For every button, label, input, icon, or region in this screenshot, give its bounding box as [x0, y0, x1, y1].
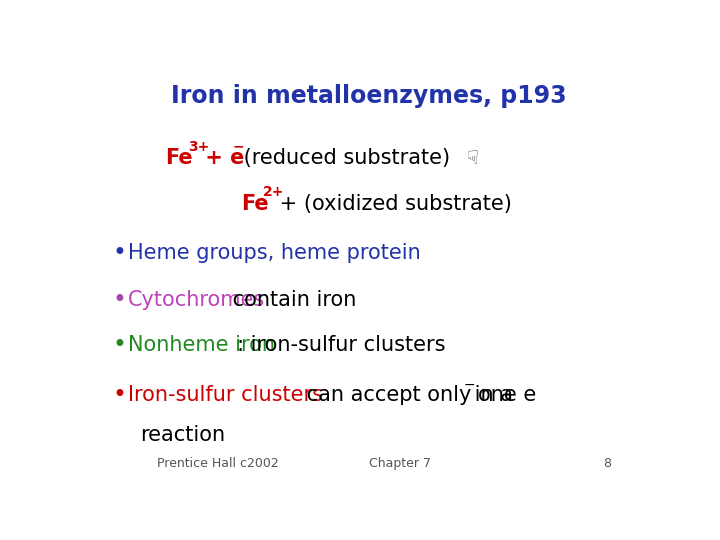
- Text: in a: in a: [468, 386, 513, 406]
- Text: : iron-sulfur clusters: : iron-sulfur clusters: [237, 335, 445, 355]
- Text: Fe: Fe: [166, 148, 193, 168]
- Text: Cytochromes: Cytochromes: [128, 290, 265, 310]
- Text: −: −: [463, 378, 475, 392]
- Text: can accept only one e: can accept only one e: [300, 386, 536, 406]
- Text: 3+: 3+: [188, 140, 209, 154]
- Text: •: •: [112, 334, 126, 357]
- Text: Heme groups, heme protein: Heme groups, heme protein: [128, 243, 420, 263]
- Text: •: •: [112, 241, 126, 265]
- Text: Iron-sulfur clusters: Iron-sulfur clusters: [128, 386, 323, 406]
- Text: 2+: 2+: [263, 185, 284, 199]
- Text: Chapter 7: Chapter 7: [369, 457, 431, 470]
- Text: Nonheme iron: Nonheme iron: [128, 335, 275, 355]
- Text: contain iron: contain iron: [225, 290, 356, 310]
- Text: −: −: [233, 140, 245, 154]
- Text: Iron in metalloenzymes, p193: Iron in metalloenzymes, p193: [171, 84, 567, 108]
- Text: Prentice Hall c2002: Prentice Hall c2002: [157, 457, 279, 470]
- Text: (reduced substrate): (reduced substrate): [238, 148, 451, 168]
- Text: 8: 8: [603, 457, 611, 470]
- Text: ☟: ☟: [467, 149, 479, 168]
- Text: + (oxidized substrate): + (oxidized substrate): [273, 194, 512, 214]
- Text: reaction: reaction: [140, 425, 225, 445]
- Text: + e: + e: [198, 148, 244, 168]
- Text: •: •: [112, 288, 126, 312]
- Text: •: •: [112, 383, 126, 407]
- Text: Fe: Fe: [240, 194, 269, 214]
